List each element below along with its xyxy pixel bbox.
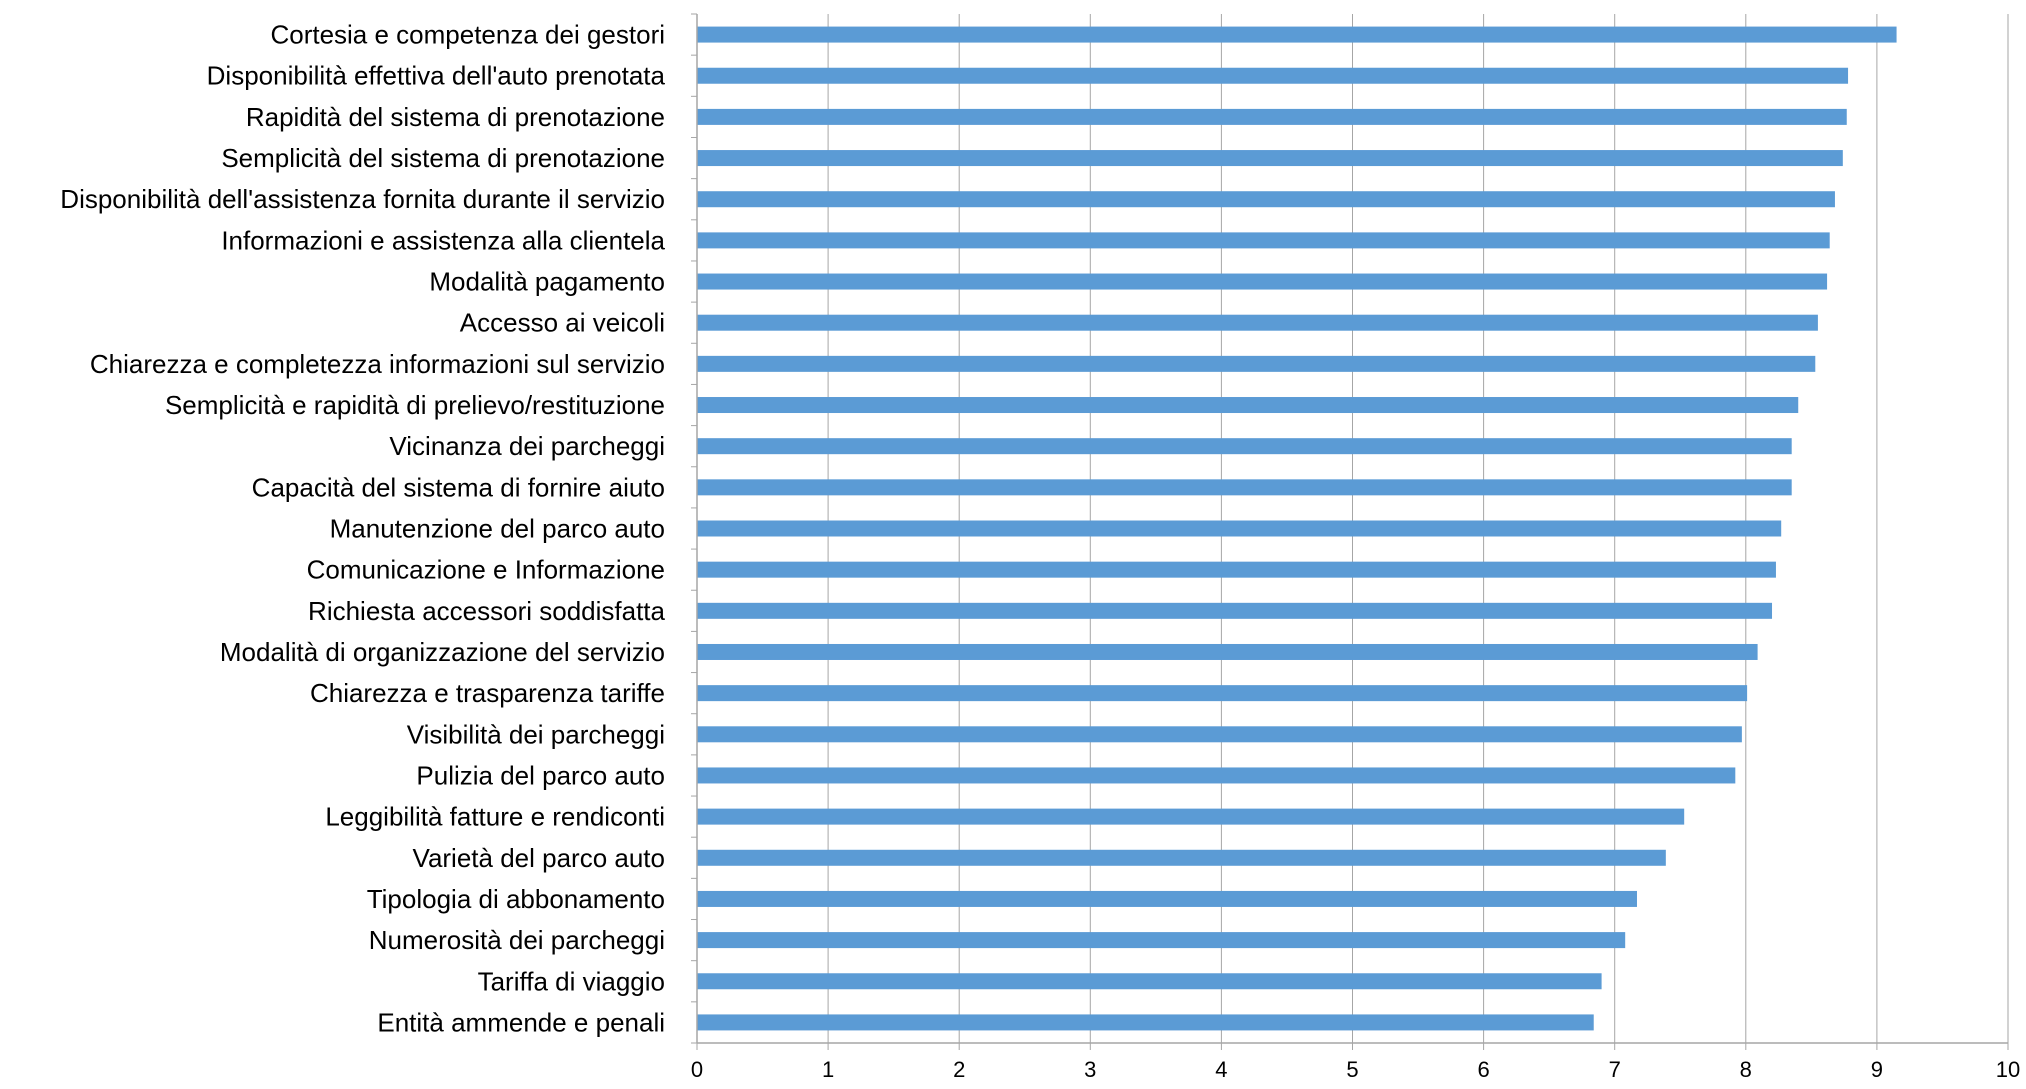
bar <box>697 232 1830 249</box>
category-labels: Cortesia e competenza dei gestori Disponi… <box>60 20 665 1038</box>
x-tick-label: 3 <box>1084 1057 1096 1082</box>
category-label: Tariffa di viaggio <box>478 966 665 996</box>
bar <box>697 1014 1594 1031</box>
bar <box>697 932 1626 949</box>
x-tick-label: 4 <box>1215 1057 1227 1082</box>
x-tick-label: 6 <box>1477 1057 1489 1082</box>
bar <box>697 108 1847 125</box>
bar <box>697 273 1828 290</box>
category-label: Semplicità del sistema di prenotazione <box>221 143 665 173</box>
bar <box>697 26 1897 43</box>
bar <box>697 150 1843 167</box>
category-label: Modalità di organizzazione del servizio <box>220 637 665 667</box>
category-label: Comunicazione e Informazione <box>307 555 665 585</box>
x-tick-label: 5 <box>1346 1057 1358 1082</box>
category-label: Informazioni e assistenza alla clientela <box>221 225 665 255</box>
category-label: Chiarezza e trasparenza tariffe <box>310 678 665 708</box>
category-label: Entità ammende e penali <box>377 1007 665 1037</box>
bar <box>697 397 1799 414</box>
x-tick-label: 8 <box>1740 1057 1752 1082</box>
category-label: Disponibilità dell'assistenza fornita du… <box>60 184 665 214</box>
category-label: Visibilità dei parcheggi <box>407 719 665 749</box>
category-label: Vicinanza dei parcheggi <box>389 431 665 461</box>
x-tick-label: 0 <box>691 1057 703 1082</box>
x-tick-label: 2 <box>953 1057 965 1082</box>
category-label: Modalità pagamento <box>429 267 665 297</box>
bar <box>697 479 1792 496</box>
bar <box>697 726 1742 743</box>
category-label: Manutenzione del parco auto <box>330 514 665 544</box>
category-label: Chiarezza e completezza informazioni sul… <box>90 349 665 379</box>
bar <box>697 67 1849 84</box>
category-label: Accesso ai veicoli <box>460 308 665 338</box>
x-tick-labels: 0 1 2 3 4 5 6 7 8 9 10 <box>691 1057 2020 1082</box>
bar <box>697 520 1782 537</box>
bar <box>697 767 1736 784</box>
bar <box>697 191 1835 208</box>
bar <box>697 643 1758 660</box>
bar <box>697 314 1818 331</box>
bar <box>697 438 1792 455</box>
category-label: Tipologia di abbonamento <box>367 884 665 914</box>
bar <box>697 890 1637 907</box>
category-label: Rapidità del sistema di prenotazione <box>246 102 665 132</box>
category-label: Leggibilità fatture e rendiconti <box>325 802 665 832</box>
bar <box>697 973 1602 990</box>
category-label: Pulizia del parco auto <box>416 760 665 790</box>
bar <box>697 849 1666 866</box>
x-tick-label: 9 <box>1871 1057 1883 1082</box>
x-tick-label: 1 <box>822 1057 834 1082</box>
category-label: Richiesta accessori soddisfatta <box>308 596 665 626</box>
bar <box>697 808 1685 825</box>
category-label: Cortesia e competenza dei gestori <box>270 20 665 50</box>
bar <box>697 355 1816 372</box>
x-tick-label: 10 <box>1996 1057 2020 1082</box>
bar <box>697 685 1748 702</box>
axes <box>691 13 2009 1050</box>
bar <box>697 561 1776 578</box>
category-label: Capacità del sistema di fornire aiuto <box>252 472 665 502</box>
category-label: Disponibilità effettiva dell'auto prenot… <box>207 61 666 91</box>
bar <box>697 602 1773 619</box>
bars <box>697 26 1897 1031</box>
category-label: Semplicità e rapidità di prelievo/restit… <box>165 390 665 420</box>
category-label: Numerosità dei parcheggi <box>369 925 665 955</box>
x-tick-label: 7 <box>1609 1057 1621 1082</box>
category-label: Varietà del parco auto <box>413 843 665 873</box>
